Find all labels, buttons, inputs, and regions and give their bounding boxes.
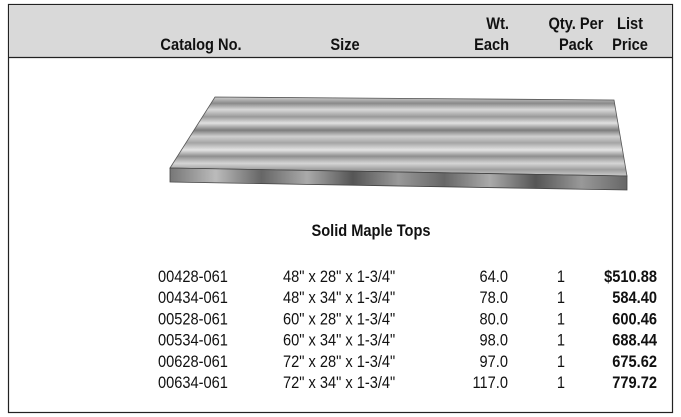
- list-price: $510.88: [604, 268, 657, 286]
- cell: 48" x 34" x 1-3/4": [283, 289, 395, 307]
- panel-border: [7, 3, 674, 414]
- cell: 60" x 34" x 1-3/4": [283, 332, 395, 350]
- cell: 64.0: [480, 268, 509, 286]
- cell: 00628-061: [158, 353, 228, 371]
- cell: 1: [557, 332, 565, 350]
- cell: 98.0: [480, 332, 509, 350]
- cell: 00434-061: [158, 289, 228, 307]
- cell: 48" x 28" x 1-3/4": [283, 268, 395, 286]
- cell: 72" x 34" x 1-3/4": [283, 374, 395, 392]
- list-price: 779.72: [612, 374, 657, 392]
- cell: 1: [557, 353, 565, 371]
- cell: 78.0: [480, 289, 509, 307]
- cell: 00634-061: [158, 374, 228, 392]
- list-price: 584.40: [612, 289, 657, 307]
- cell: 80.0: [480, 310, 509, 328]
- cell: 97.0: [480, 353, 509, 371]
- column-header: Qty. Per: [549, 15, 604, 33]
- caption: Solid Maple Tops: [311, 222, 430, 240]
- cell: 1: [557, 374, 565, 392]
- cell: 00428-061: [158, 268, 228, 286]
- column-header: Size: [330, 36, 359, 54]
- cell: 1: [557, 268, 565, 286]
- list-price: 675.62: [612, 353, 657, 371]
- cell: 72" x 28" x 1-3/4": [283, 353, 395, 371]
- cell: 00534-061: [158, 332, 228, 350]
- cell: 117.0: [473, 374, 509, 392]
- cell: 1: [557, 310, 565, 328]
- header-band: [9, 5, 672, 57]
- column-header: Each: [474, 36, 509, 54]
- column-header: List: [617, 15, 644, 33]
- list-price: 688.44: [612, 332, 657, 350]
- column-header: Wt.: [486, 15, 509, 33]
- column-header: Pack: [559, 36, 593, 54]
- column-header: Price: [612, 36, 648, 54]
- cell: 1: [557, 289, 565, 307]
- column-header: Catalog No.: [160, 36, 241, 54]
- cell: 00528-061: [158, 310, 228, 328]
- cell: 60" x 28" x 1-3/4": [283, 310, 395, 328]
- maple-top-illustration: [169, 96, 628, 191]
- list-price: 600.46: [612, 310, 657, 328]
